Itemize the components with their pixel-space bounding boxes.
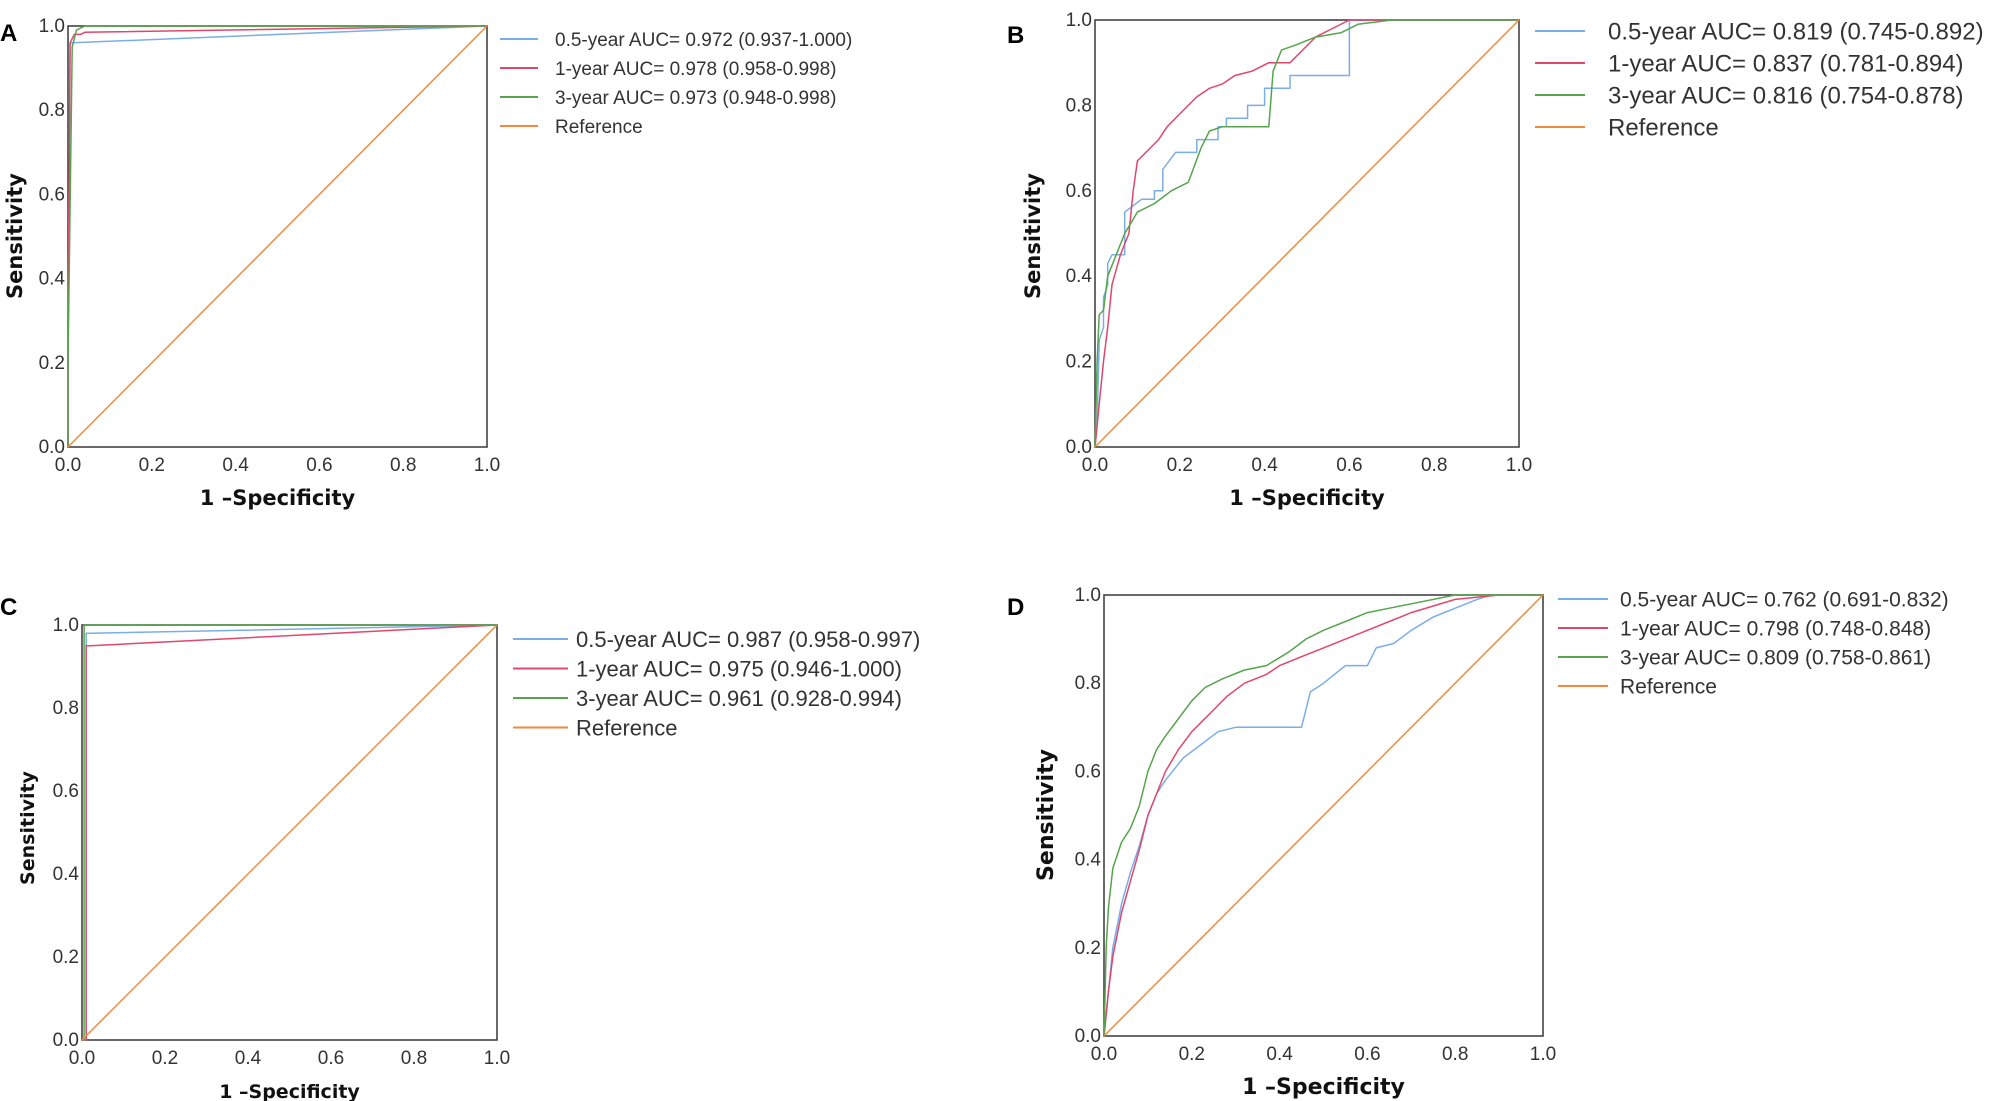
- y-tick-label: 0.6: [1066, 181, 1092, 202]
- x-tick-label: 0.6: [318, 1048, 344, 1069]
- legend: 0.5-year AUC= 0.819 (0.745-0.892) 1-year …: [1535, 19, 1984, 142]
- x-tick-label: 0.2: [139, 455, 165, 476]
- legend-label: 1-year AUC= 0.837 (0.781-0.894): [1608, 51, 1964, 78]
- x-tick-label: 0.2: [1179, 1044, 1205, 1065]
- x-tick-label: 1.0: [484, 1048, 510, 1069]
- x-tick-label: 1.0: [1506, 455, 1532, 476]
- roc-curve-reference: [81, 624, 498, 1041]
- y-tick-label: 0.4: [53, 864, 80, 885]
- roc-curve-3-year: [1094, 19, 1519, 448]
- x-axis-title: 1 –Specificity: [219, 1081, 360, 1101]
- x-tick-label: 0.8: [390, 455, 416, 476]
- y-tick-label: 0.0: [1066, 437, 1092, 458]
- roc-curve-1-year: [1094, 19, 1519, 448]
- roc-curve-1-year: [1103, 594, 1543, 1037]
- y-tick-label: 0.0: [53, 1030, 79, 1051]
- legend: 0.5-year AUC= 0.972 (0.937-1.000) 1-year …: [500, 30, 852, 138]
- y-tick-label: 0.2: [1066, 352, 1092, 373]
- roc-panel-d: D 0.0 0.2 0.4 0.6 0.8 1.0 0.0 0.2 0.4 0.6 0.8 1.0 1 –…: [1007, 585, 1949, 1100]
- y-tick-label: 0.8: [1075, 673, 1101, 694]
- roc-curve-0-5-year: [1103, 594, 1543, 1037]
- panel-letter-b: B: [1007, 22, 1024, 49]
- x-axis-title: 1 –Specificity: [1242, 1075, 1405, 1100]
- plot-frame: [1094, 19, 1520, 448]
- y-tick-label: 1.0: [39, 16, 65, 37]
- x-tick-label: 1.0: [474, 455, 500, 476]
- x-tick-label: 0.0: [69, 1048, 95, 1069]
- x-tick-label: 0.4: [235, 1048, 262, 1069]
- y-axis-title: Sensitivity: [3, 173, 27, 299]
- legend-label: 3-year AUC= 0.973 (0.948-0.998): [555, 88, 836, 109]
- x-tick-label: 0.8: [401, 1048, 427, 1069]
- legend: 0.5-year AUC= 0.987 (0.958-0.997) 1-year …: [513, 627, 920, 740]
- panel-letter-a: A: [0, 20, 17, 47]
- y-axis-title: Sensitivity: [1034, 749, 1059, 881]
- legend-label: 0.5-year AUC= 0.762 (0.691-0.832): [1620, 589, 1949, 612]
- plot-frame: [1103, 594, 1544, 1037]
- x-tick-label: 0.2: [1167, 455, 1193, 476]
- roc-curve-reference: [1103, 594, 1544, 1037]
- x-tick-label: 0.2: [152, 1048, 178, 1069]
- legend-label: Reference: [1620, 676, 1717, 699]
- roc-curve-3-year: [67, 25, 487, 447]
- legend-label: 3-year AUC= 0.961 (0.928-0.994): [576, 686, 902, 711]
- legend: 0.5-year AUC= 0.762 (0.691-0.832) 1-year …: [1558, 589, 1949, 699]
- legend-label: Reference: [555, 117, 643, 138]
- y-tick-label: 0.8: [53, 698, 79, 719]
- legend-label: 0.5-year AUC= 0.987 (0.958-0.997): [576, 627, 920, 652]
- y-tick-label: 0.8: [39, 100, 65, 121]
- x-tick-label: 0.6: [1336, 455, 1362, 476]
- legend-label: 1-year AUC= 0.978 (0.958-0.998): [555, 59, 836, 80]
- y-tick-label: 0.8: [1066, 95, 1092, 116]
- y-tick-label: 0.0: [1075, 1026, 1101, 1047]
- x-tick-label: 0.0: [55, 455, 81, 476]
- roc-curve-3-year: [1103, 594, 1543, 1037]
- legend-label: 1-year AUC= 0.975 (0.946-1.000): [576, 656, 902, 681]
- legend-label: 1-year AUC= 0.798 (0.748-0.848): [1620, 618, 1931, 641]
- y-tick-label: 0.6: [53, 781, 79, 802]
- y-tick-label: 0.2: [1075, 938, 1101, 959]
- roc-panel-a: A 0.0 0.2 0.4 0.6 0.8 1.0 0.0 0.2 0.4 0.6 0.8 1.0 1 –…: [0, 16, 852, 510]
- legend-label: 3-year AUC= 0.809 (0.758-0.861): [1620, 647, 1931, 670]
- y-axis-title: Sensitivity: [17, 770, 39, 884]
- y-tick-label: 1.0: [1066, 10, 1092, 31]
- y-tick-label: 0.4: [1075, 850, 1102, 871]
- y-tick-label: 0.2: [53, 947, 79, 968]
- x-axis-title: 1 –Specificity: [200, 486, 356, 510]
- x-tick-label: 1.0: [1530, 1044, 1556, 1065]
- y-tick-label: 0.6: [1075, 761, 1101, 782]
- x-tick-label: 0.8: [1442, 1044, 1468, 1065]
- x-axis-title: 1 –Specificity: [1229, 486, 1385, 510]
- x-tick-label: 0.4: [1251, 455, 1278, 476]
- x-tick-label: 0.4: [1266, 1044, 1293, 1065]
- x-tick-label: 0.0: [1082, 455, 1108, 476]
- x-tick-label: 0.8: [1421, 455, 1447, 476]
- roc-curve-reference: [1094, 19, 1520, 448]
- x-tick-label: 0.4: [222, 455, 249, 476]
- y-tick-label: 0.4: [1066, 266, 1093, 287]
- roc-panel-b: B 0.0 0.2 0.4 0.6 0.8 1.0 0.0 0.2 0.4 0.6 0.8 1.0 1 –…: [1007, 10, 1984, 510]
- y-tick-label: 1.0: [53, 615, 79, 636]
- panel-letter-c: C: [0, 594, 17, 621]
- y-tick-label: 0.0: [39, 437, 65, 458]
- x-tick-label: 0.6: [1354, 1044, 1380, 1065]
- y-axis-title: Sensitivity: [1021, 173, 1045, 299]
- legend-label: 0.5-year AUC= 0.972 (0.937-1.000): [555, 30, 852, 51]
- legend-label: Reference: [1608, 115, 1719, 142]
- y-tick-label: 0.2: [39, 353, 65, 374]
- legend-label: 3-year AUC= 0.816 (0.754-0.878): [1608, 83, 1964, 110]
- x-tick-label: 0.0: [1091, 1044, 1117, 1065]
- panel-letter-d: D: [1007, 594, 1024, 621]
- roc-panel-c: C 0.0 0.2 0.4 0.6 0.8 1.0 0.0 0.2 0.4 0.6 0.8 1.0 1 –…: [0, 594, 920, 1101]
- y-tick-label: 0.4: [39, 269, 66, 290]
- legend-label: 0.5-year AUC= 0.819 (0.745-0.892): [1608, 19, 1984, 46]
- x-tick-label: 0.6: [306, 455, 332, 476]
- y-tick-label: 0.6: [39, 184, 65, 205]
- legend-label: Reference: [576, 715, 678, 740]
- roc-curve-reference: [67, 25, 488, 448]
- y-tick-label: 1.0: [1075, 585, 1101, 606]
